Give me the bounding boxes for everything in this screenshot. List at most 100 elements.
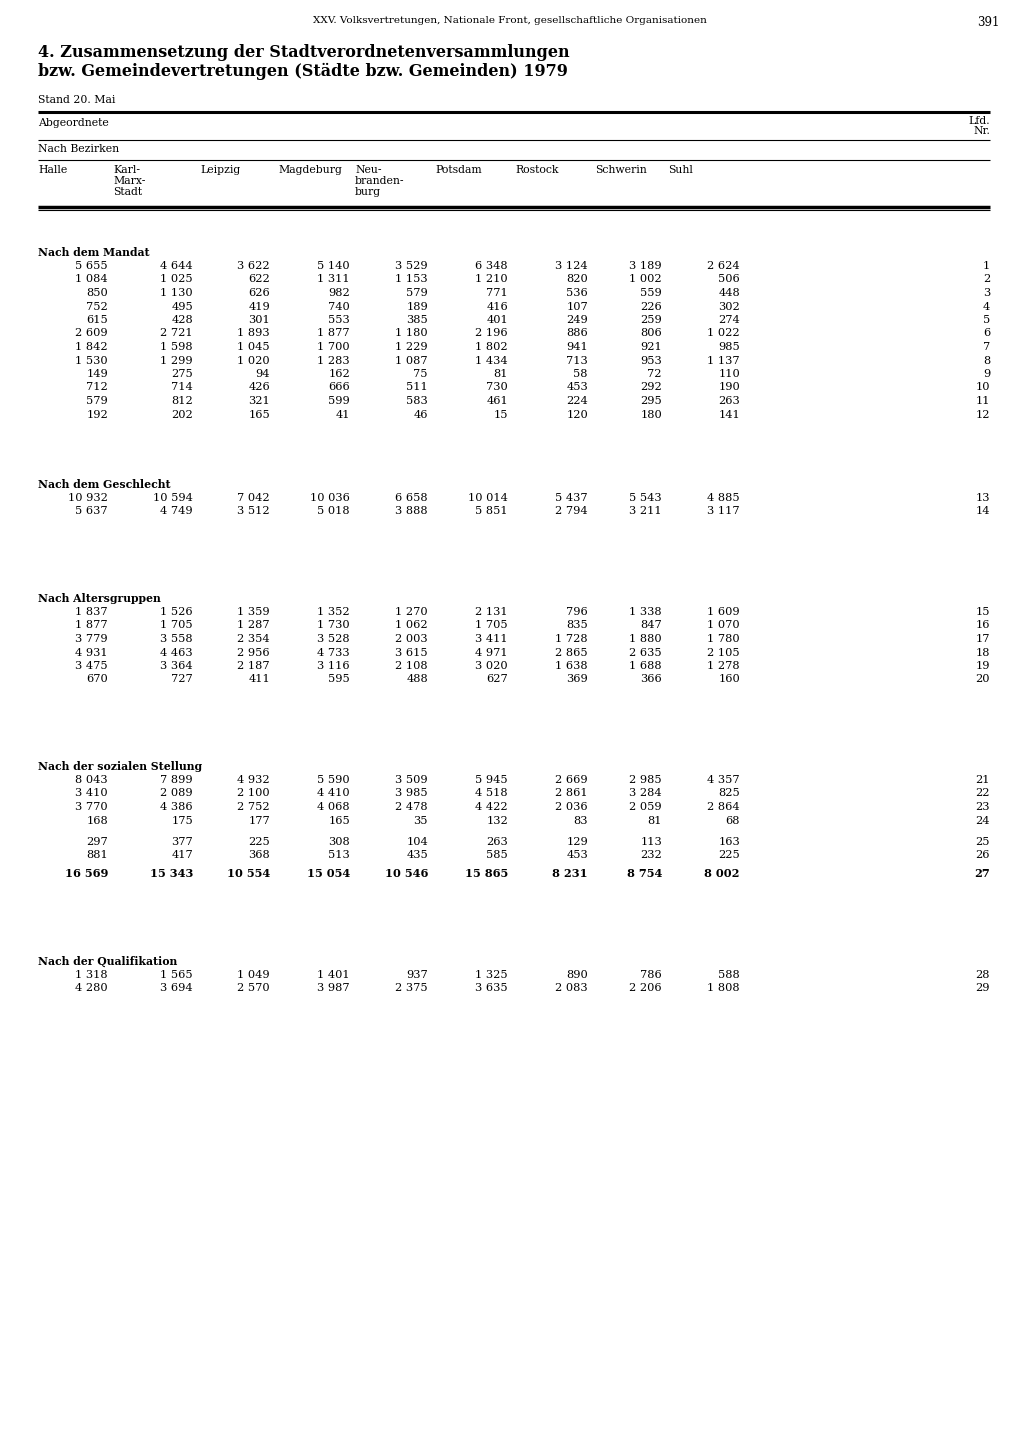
Text: 20: 20 [976, 674, 990, 684]
Text: 249: 249 [566, 314, 588, 325]
Text: 259: 259 [640, 314, 662, 325]
Text: 263: 263 [718, 396, 740, 406]
Text: 428: 428 [171, 314, 193, 325]
Text: 23: 23 [976, 801, 990, 811]
Text: 81: 81 [647, 816, 662, 826]
Text: 3 189: 3 189 [630, 261, 662, 271]
Text: 3: 3 [983, 288, 990, 298]
Text: 1 837: 1 837 [76, 607, 108, 617]
Text: 588: 588 [718, 969, 740, 980]
Text: 453: 453 [566, 851, 588, 861]
Text: 506: 506 [718, 274, 740, 284]
Text: 1 270: 1 270 [395, 607, 428, 617]
Text: 3 410: 3 410 [76, 788, 108, 798]
Text: Stadt: Stadt [113, 187, 142, 197]
Text: 68: 68 [725, 816, 740, 826]
Text: 4 410: 4 410 [317, 788, 350, 798]
Text: 806: 806 [640, 329, 662, 339]
Text: 1 325: 1 325 [475, 969, 508, 980]
Text: 2 752: 2 752 [238, 801, 270, 811]
Text: Abgeordnete: Abgeordnete [38, 117, 109, 128]
Text: 2 624: 2 624 [708, 261, 740, 271]
Text: Neu-: Neu- [355, 165, 382, 175]
Text: 5 637: 5 637 [76, 507, 108, 516]
Text: 27: 27 [974, 868, 990, 880]
Text: 2 187: 2 187 [238, 661, 270, 671]
Text: 2 206: 2 206 [630, 982, 662, 993]
Text: 22: 22 [976, 788, 990, 798]
Text: 419: 419 [248, 301, 270, 312]
Text: 1 530: 1 530 [76, 355, 108, 365]
Text: 83: 83 [573, 816, 588, 826]
Text: 1 352: 1 352 [317, 607, 350, 617]
Text: 4 885: 4 885 [708, 493, 740, 503]
Text: 1 359: 1 359 [238, 607, 270, 617]
Text: 385: 385 [407, 314, 428, 325]
Text: 5 851: 5 851 [475, 507, 508, 516]
Text: 3 116: 3 116 [317, 661, 350, 671]
Text: 175: 175 [171, 816, 193, 826]
Text: 752: 752 [86, 301, 108, 312]
Text: 163: 163 [718, 838, 740, 848]
Text: 4 932: 4 932 [238, 775, 270, 785]
Text: 7: 7 [983, 342, 990, 352]
Text: 435: 435 [407, 851, 428, 861]
Text: 448: 448 [718, 288, 740, 298]
Text: 713: 713 [566, 355, 588, 365]
Text: 714: 714 [171, 383, 193, 393]
Text: 847: 847 [640, 620, 662, 630]
Text: 985: 985 [718, 342, 740, 352]
Text: 292: 292 [640, 383, 662, 393]
Text: 263: 263 [486, 838, 508, 848]
Text: 820: 820 [566, 274, 588, 284]
Text: 626: 626 [248, 288, 270, 298]
Text: 18: 18 [976, 648, 990, 658]
Text: 2 956: 2 956 [238, 648, 270, 658]
Text: 1 287: 1 287 [238, 620, 270, 630]
Text: Karl-: Karl- [113, 165, 140, 175]
Text: 1 229: 1 229 [395, 342, 428, 352]
Text: 1 020: 1 020 [238, 355, 270, 365]
Text: 1 705: 1 705 [161, 620, 193, 630]
Text: 3 779: 3 779 [76, 635, 108, 643]
Text: 4 280: 4 280 [76, 982, 108, 993]
Text: 712: 712 [86, 383, 108, 393]
Text: 835: 835 [566, 620, 588, 630]
Text: 2 478: 2 478 [395, 801, 428, 811]
Text: 19: 19 [976, 661, 990, 671]
Text: 1 877: 1 877 [317, 329, 350, 339]
Text: 29: 29 [976, 982, 990, 993]
Text: Nr.: Nr. [973, 126, 990, 136]
Text: 417: 417 [171, 851, 193, 861]
Text: 160: 160 [718, 674, 740, 684]
Text: 2 864: 2 864 [708, 801, 740, 811]
Text: 4 931: 4 931 [76, 648, 108, 658]
Text: 881: 881 [86, 851, 108, 861]
Text: 1 022: 1 022 [708, 329, 740, 339]
Text: 1 278: 1 278 [708, 661, 740, 671]
Text: 2 609: 2 609 [76, 329, 108, 339]
Text: 2 635: 2 635 [630, 648, 662, 658]
Text: 3 615: 3 615 [395, 648, 428, 658]
Text: 583: 583 [407, 396, 428, 406]
Text: 1 137: 1 137 [708, 355, 740, 365]
Text: 391: 391 [978, 16, 1000, 29]
Text: 1 802: 1 802 [475, 342, 508, 352]
Text: 1 893: 1 893 [238, 329, 270, 339]
Text: 2 985: 2 985 [630, 775, 662, 785]
Text: 4 463: 4 463 [161, 648, 193, 658]
Text: 5 018: 5 018 [317, 507, 350, 516]
Text: 511: 511 [407, 383, 428, 393]
Text: 141: 141 [718, 410, 740, 420]
Text: 2: 2 [983, 274, 990, 284]
Text: 453: 453 [566, 383, 588, 393]
Text: 599: 599 [329, 396, 350, 406]
Text: 2 083: 2 083 [555, 982, 588, 993]
Text: 2 131: 2 131 [475, 607, 508, 617]
Text: 2 721: 2 721 [161, 329, 193, 339]
Text: 461: 461 [486, 396, 508, 406]
Text: 3 020: 3 020 [475, 661, 508, 671]
Text: 6: 6 [983, 329, 990, 339]
Text: 1 049: 1 049 [238, 969, 270, 980]
Text: 2 865: 2 865 [555, 648, 588, 658]
